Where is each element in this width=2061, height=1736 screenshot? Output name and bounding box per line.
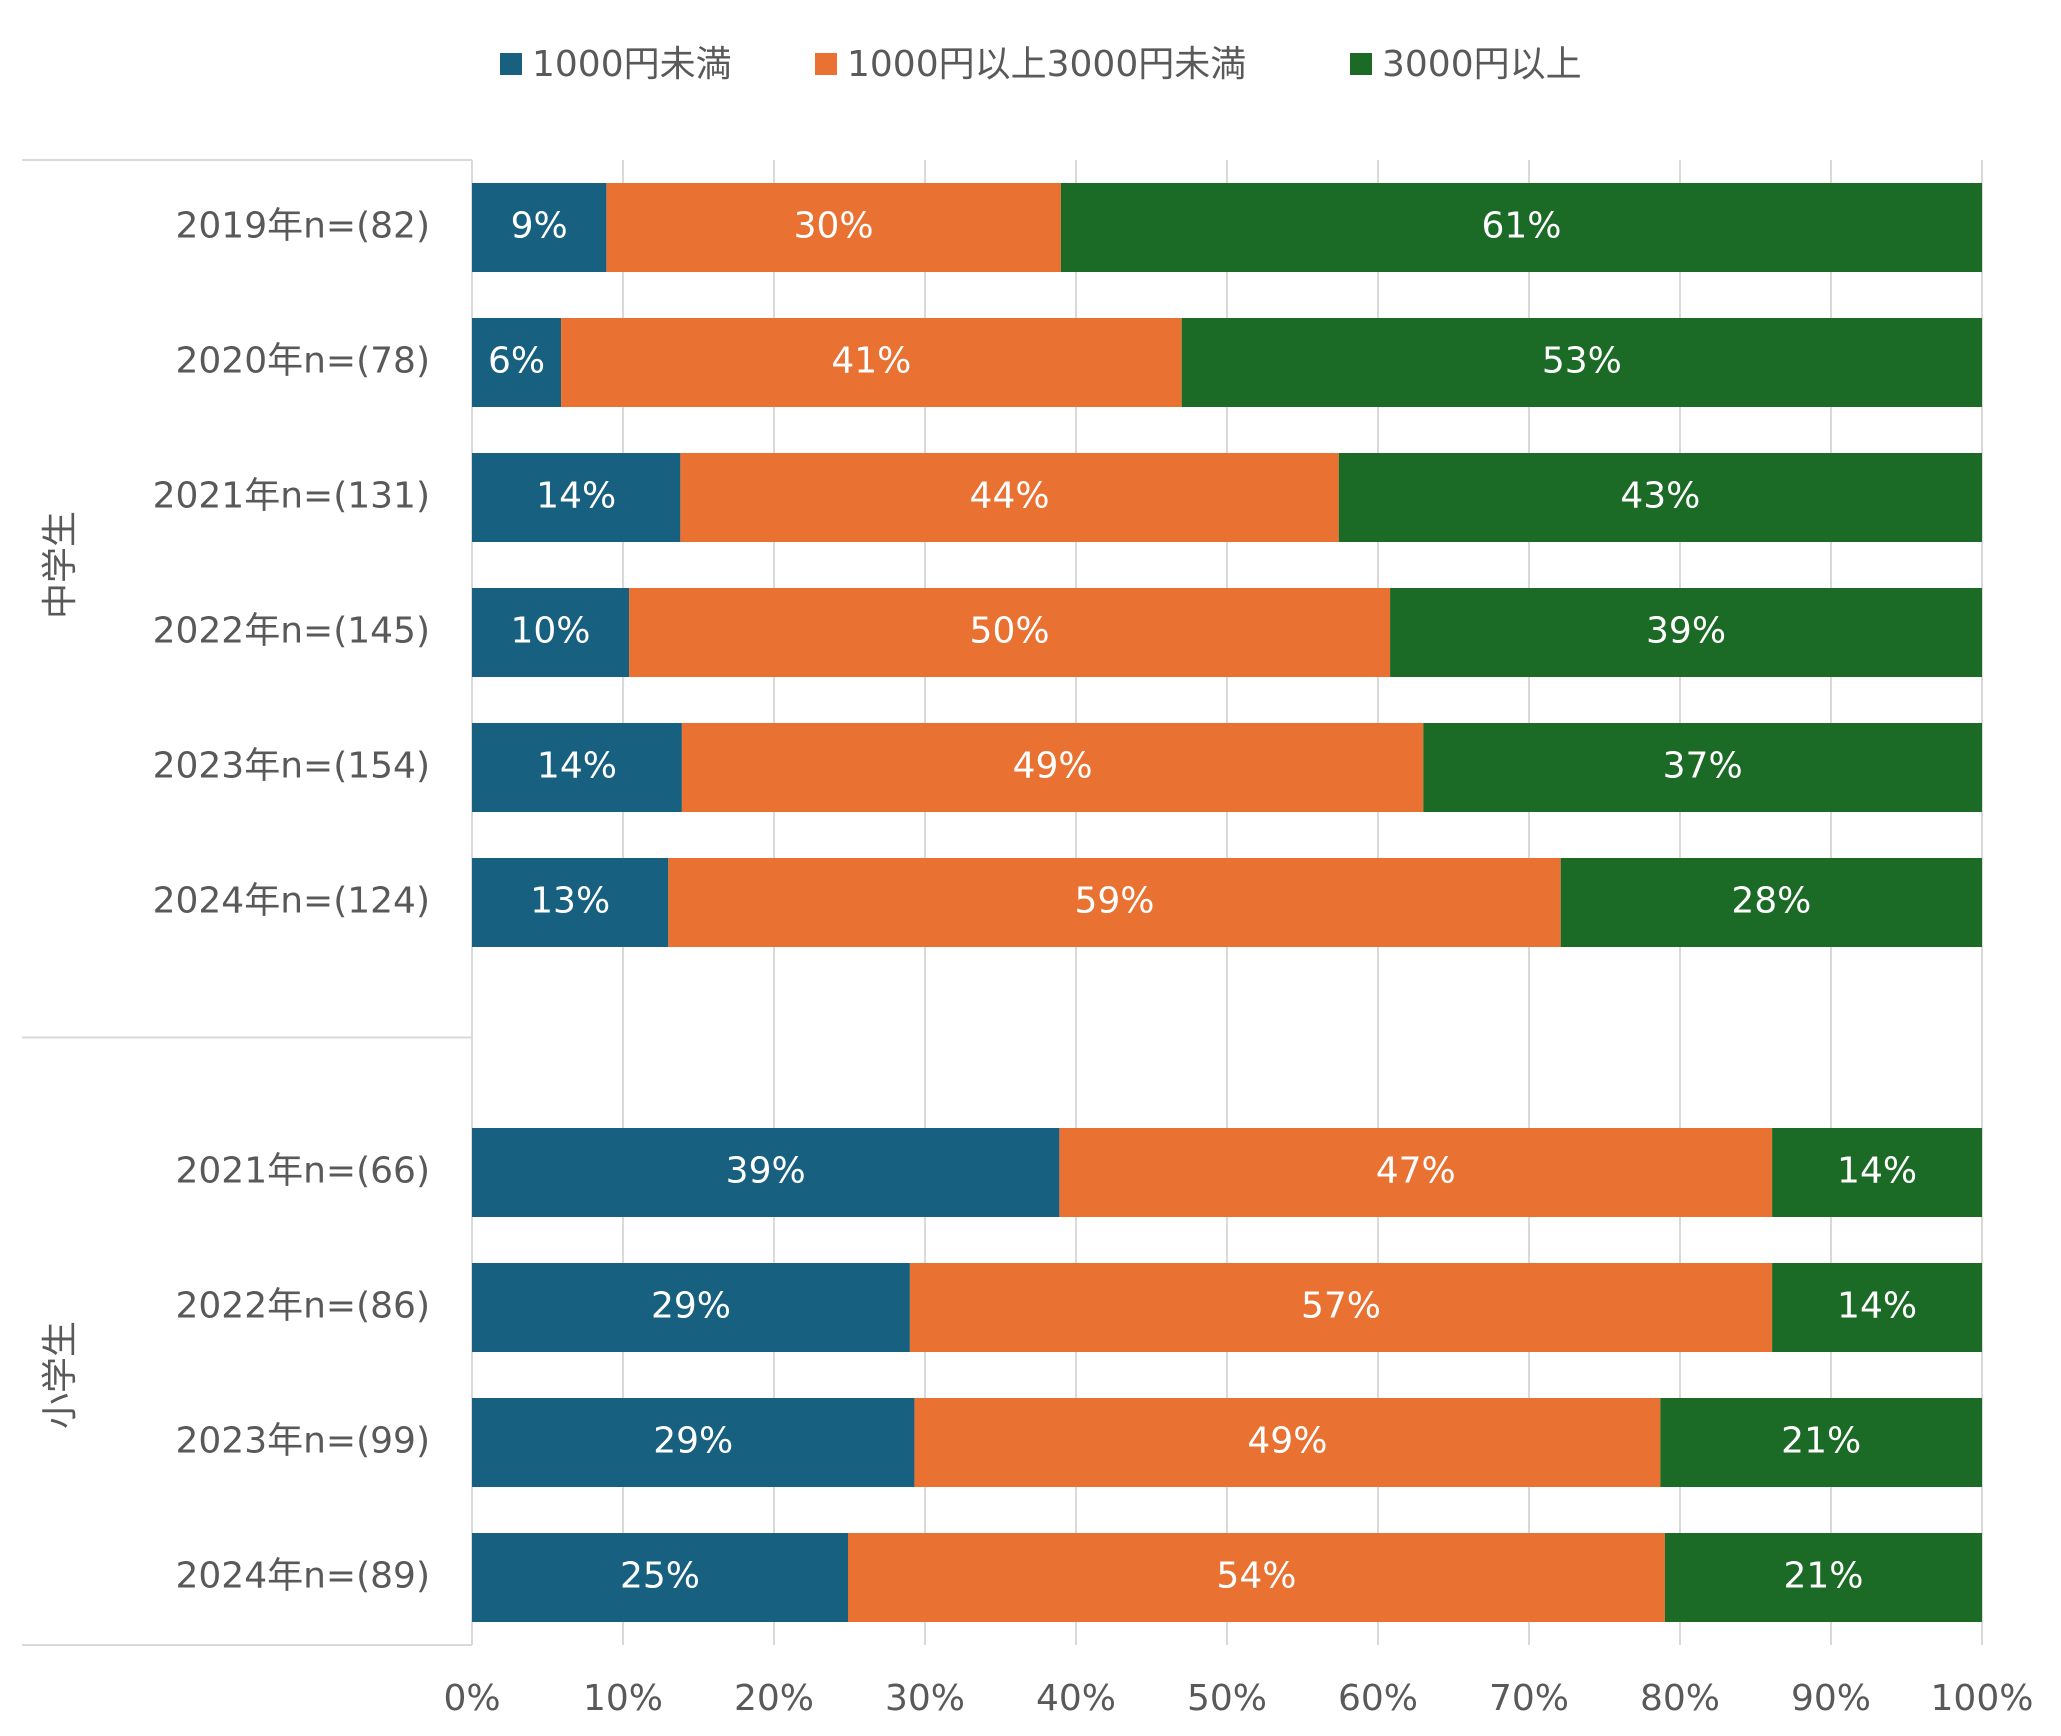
data-label: 6% [488,341,545,382]
data-label: 37% [1663,746,1743,787]
x-tick-label: 90% [1791,1678,1871,1719]
bar-segment [1338,453,1982,542]
bar-segment [914,1398,1661,1487]
data-label: 9% [511,206,568,247]
x-tick-label: 10% [583,1678,663,1719]
bar-segment [1059,1128,1773,1217]
data-label: 25% [620,1556,700,1597]
x-tick-label: 70% [1489,1678,1569,1719]
data-label: 14% [1837,1286,1917,1327]
bar-segment [472,183,607,272]
group-label: 小学生 [40,1321,81,1429]
data-label: 29% [653,1421,733,1462]
x-tick-label: 50% [1187,1678,1267,1719]
y-tick-label: 2021年n=(131) [153,476,430,517]
legend-swatch [1350,53,1372,75]
data-label: 43% [1620,476,1700,517]
bar-segment [1772,1263,1982,1352]
bar-segment [1560,858,1982,947]
bar-segment [472,858,669,947]
bar-segment [1660,1398,1982,1487]
bar-segment [1423,723,1982,812]
data-label: 47% [1376,1151,1456,1192]
x-tick-label: 0% [443,1678,500,1719]
x-tick-label: 40% [1036,1678,1116,1719]
y-tick-label: 2021年n=(66) [176,1151,431,1192]
x-tick-label: 20% [734,1678,814,1719]
data-label: 39% [726,1151,806,1192]
bar-segment [472,1533,848,1622]
data-label: 13% [530,881,610,922]
data-label: 61% [1481,206,1561,247]
group-label: 中学生 [40,511,81,619]
data-label: 29% [651,1286,731,1327]
bar-segment [909,1263,1773,1352]
data-label: 10% [511,611,591,652]
data-label: 30% [794,206,874,247]
data-label: 28% [1731,881,1811,922]
bar-segment [1390,588,1982,677]
legend-swatch [500,53,522,75]
y-tick-label: 2019年n=(82) [176,206,431,247]
bar-segment [847,1533,1665,1622]
y-tick-label: 2024年n=(89) [176,1556,431,1597]
data-label: 54% [1216,1556,1296,1597]
bar-segment [1060,183,1982,272]
bar-segment [668,858,1561,947]
legend-label: 1000円以上3000円未満 [847,44,1246,85]
y-tick-label: 2022年n=(145) [153,611,430,652]
data-label: 21% [1781,1421,1861,1462]
bar-segment [472,318,562,407]
bar-segment [606,183,1061,272]
bar-segment [680,453,1339,542]
legend-swatch [815,53,837,75]
data-label: 14% [1837,1151,1917,1192]
x-tick-label: 100% [1931,1678,2034,1719]
data-label: 59% [1074,881,1154,922]
bar-segment [472,453,681,542]
y-tick-label: 2020年n=(78) [176,341,431,382]
bar-segment [472,1398,915,1487]
data-label: 41% [831,341,911,382]
bar-segment [629,588,1391,677]
data-label: 50% [970,611,1050,652]
y-tick-label: 2023年n=(154) [153,746,430,787]
bar-segment [472,1128,1060,1217]
data-label: 14% [537,746,617,787]
legend-label: 1000円未満 [532,44,732,85]
data-label: 14% [536,476,616,517]
bar-segment [1664,1533,1982,1622]
bar-segment [472,1263,910,1352]
bar-segment [681,723,1424,812]
bar-segment [1181,318,1982,407]
y-tick-label: 2022年n=(86) [176,1286,431,1327]
bar-segment [472,588,630,677]
data-label: 53% [1542,341,1622,382]
legend-label: 3000円以上 [1382,44,1582,85]
bar-segment [561,318,1182,407]
bar-segment [1772,1128,1982,1217]
data-label: 21% [1783,1556,1863,1597]
x-tick-label: 30% [885,1678,965,1719]
x-tick-label: 80% [1640,1678,1720,1719]
bar-segment [472,723,682,812]
y-tick-label: 2023年n=(99) [176,1421,431,1462]
data-label: 49% [1013,746,1093,787]
data-label: 57% [1301,1286,1381,1327]
data-label: 39% [1646,611,1726,652]
data-label: 49% [1247,1421,1327,1462]
y-tick-label: 2024年n=(124) [153,881,430,922]
data-label: 44% [970,476,1050,517]
x-tick-label: 60% [1338,1678,1418,1719]
